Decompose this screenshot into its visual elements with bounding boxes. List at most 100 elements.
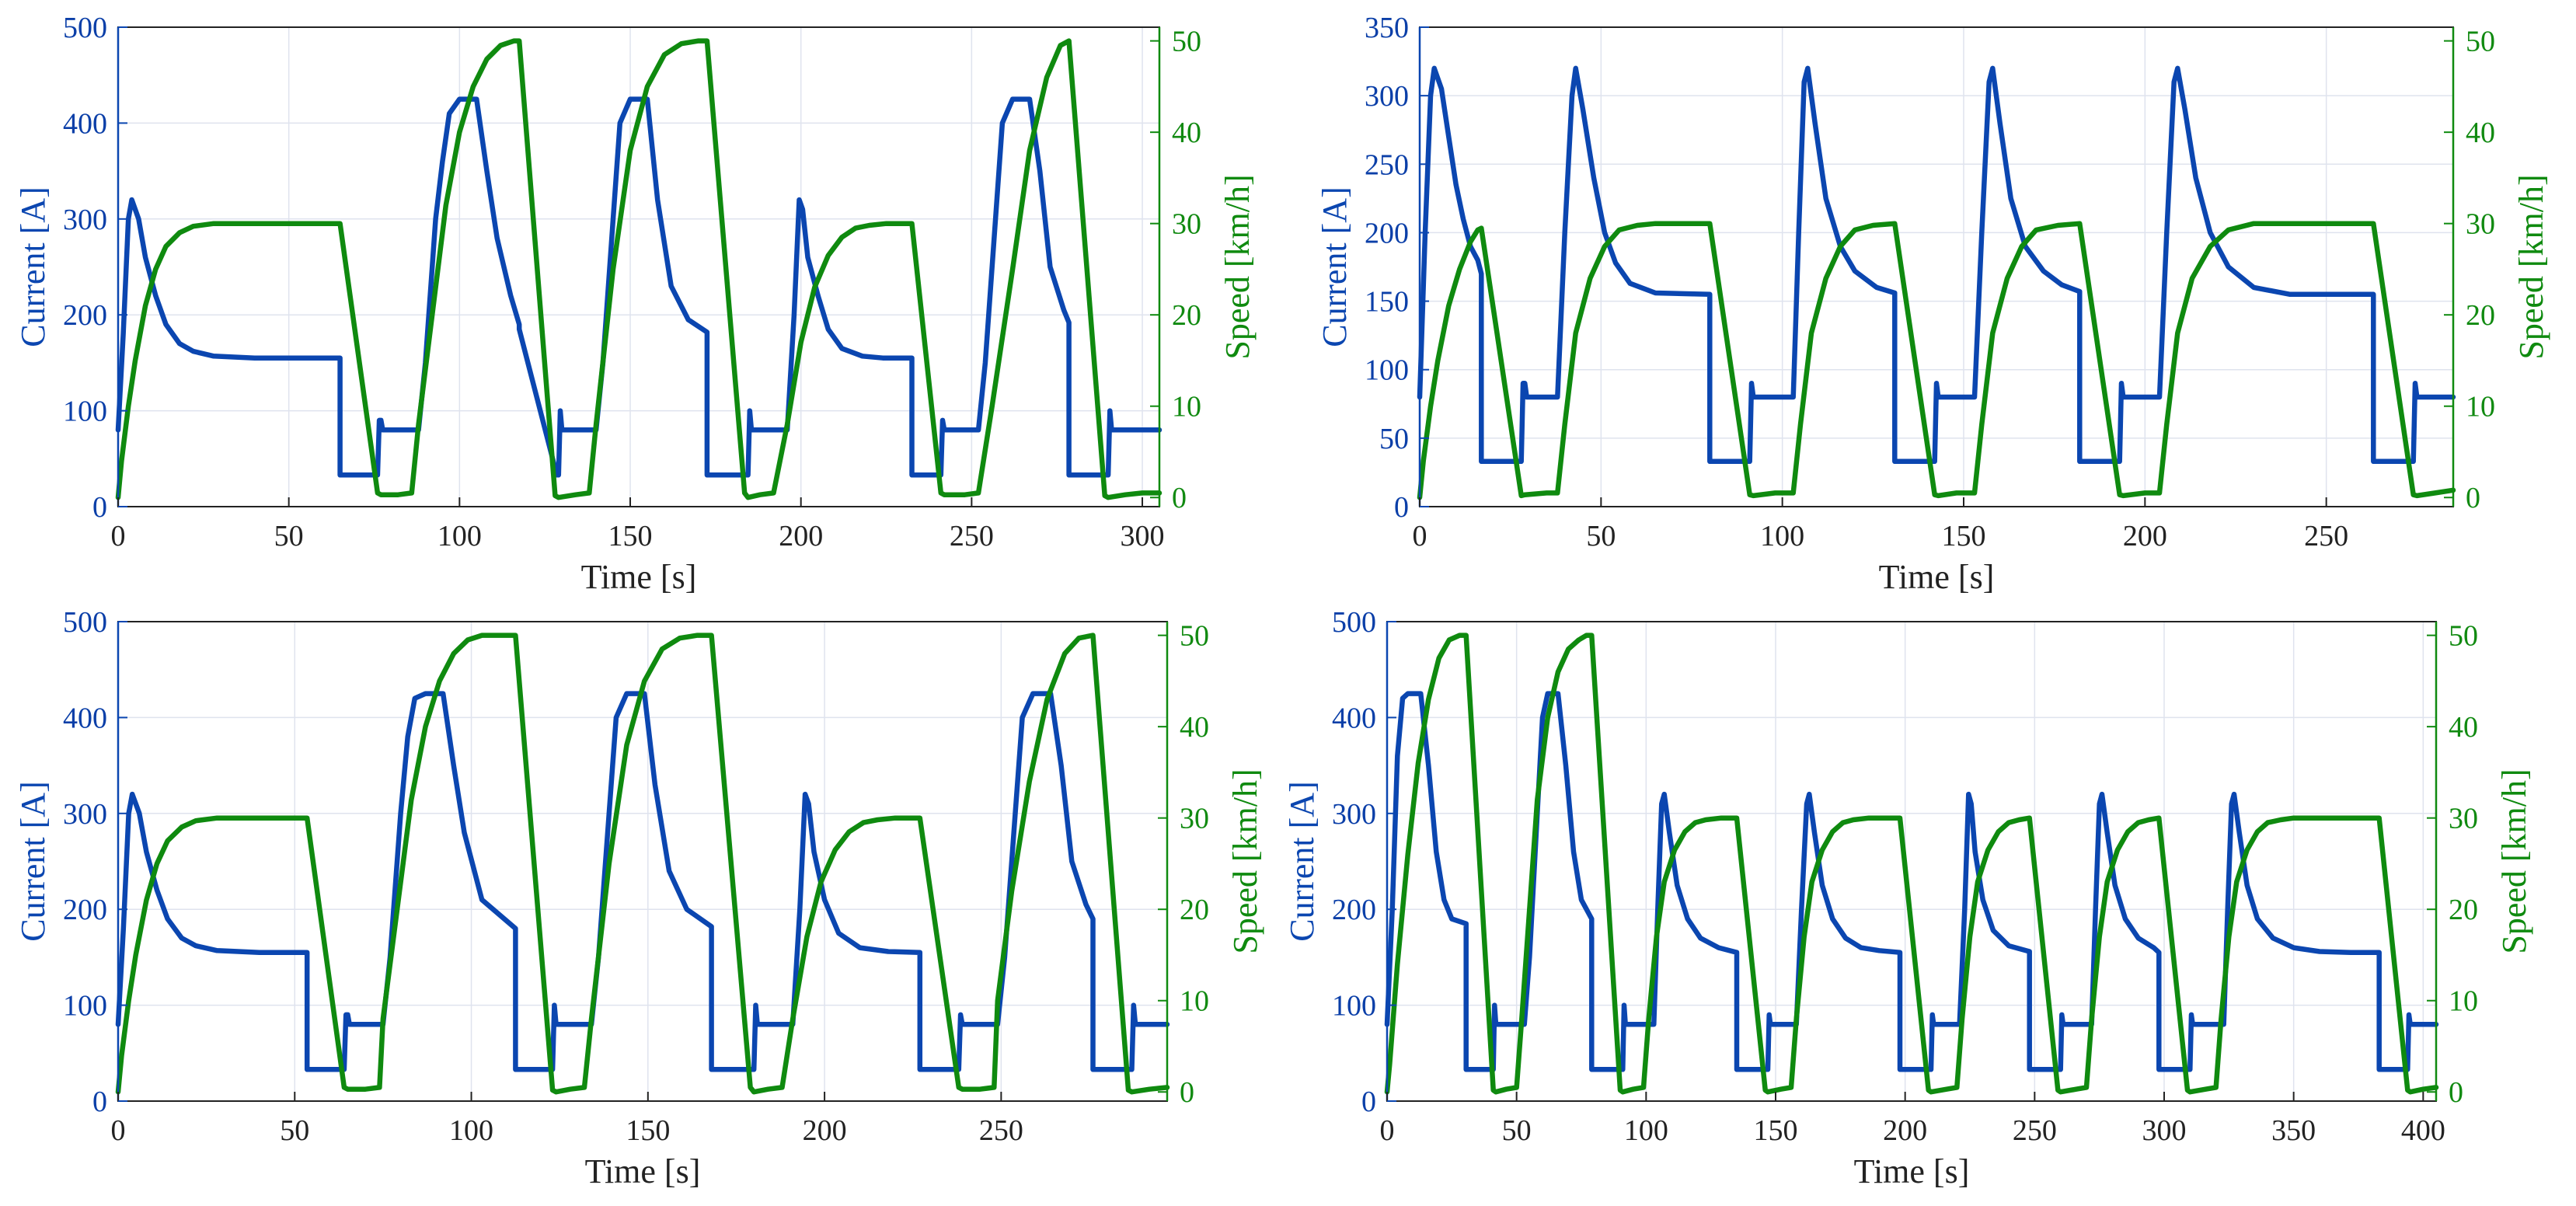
y-left-axis-label: Current [A] xyxy=(1316,186,1354,347)
y-right-axis-label: Speed [km/h] xyxy=(2495,769,2533,953)
series-current xyxy=(1417,65,2456,465)
y-left-tick-label: 100 xyxy=(63,990,107,1023)
y-right-tick-label: 0 xyxy=(1172,482,1187,514)
subplot-4: 0 50 100 150 200 250 300 350 4000100200300400500… xyxy=(1283,606,2533,1190)
y-right-axis-label: Speed [km/h] xyxy=(2512,174,2550,359)
series-current xyxy=(115,691,1170,1072)
y-left-tick-label: 0 xyxy=(1394,491,1409,524)
y-right-tick-label: 40 xyxy=(2466,117,2495,149)
y-right-tick-label: 40 xyxy=(1172,117,1201,149)
y-left-tick-label: 150 xyxy=(1365,286,1409,319)
y-left-tick-label: 400 xyxy=(63,702,107,734)
y-right-tick-label: 50 xyxy=(1180,620,1209,653)
y-right-tick-label: 10 xyxy=(1180,985,1209,1018)
y-left-tick-label: 50 xyxy=(1379,423,1409,455)
y-left-tick-label: 100 xyxy=(63,396,107,428)
y-right-tick-label: 10 xyxy=(1172,391,1201,423)
y-right-tick-label: 20 xyxy=(1180,894,1209,926)
x-tick-label: 100 xyxy=(437,520,482,552)
y-right-tick-label: 0 xyxy=(2449,1076,2463,1109)
x-tick-label: 200 xyxy=(803,1114,847,1147)
series-speed xyxy=(1384,633,2439,1095)
y-right-tick-label: 0 xyxy=(1180,1076,1194,1109)
y-right-tick-label: 40 xyxy=(2449,711,2478,744)
y-left-tick-label: 200 xyxy=(1365,217,1409,249)
y-left-tick-label: 400 xyxy=(63,107,107,140)
y-right-tick-label: 50 xyxy=(2449,620,2478,653)
x-tick-label: 50 xyxy=(1586,520,1616,552)
y-right-tick-label: 30 xyxy=(2449,803,2478,835)
x-tick-label: 100 xyxy=(449,1114,493,1147)
x-axis-label: Time [s] xyxy=(1854,1152,1970,1190)
y-right-tick-label: 30 xyxy=(1172,208,1201,241)
y-right-tick-label: 20 xyxy=(2466,299,2495,332)
y-right-axis-label: Speed [km/h] xyxy=(1218,174,1257,359)
y-left-axis-label: Current [A] xyxy=(14,186,52,347)
y-left-tick-label: 100 xyxy=(1332,990,1376,1023)
x-axis-label: Time [s] xyxy=(1879,558,1995,596)
x-axis-label: Time [s] xyxy=(581,558,697,596)
y-left-tick-label: 300 xyxy=(1332,798,1376,831)
series-speed xyxy=(1417,221,2456,500)
subplot-2: 0 50 100 150 200 250 0 50 100 150 200 250 300 350 0 10 2… xyxy=(1316,12,2550,596)
y-left-axis-label: Current [A] xyxy=(1283,781,1321,942)
x-tick-label: 0 xyxy=(111,1114,126,1147)
y-left-axis-label: Current [A] xyxy=(14,781,52,942)
y-left-tick-label: 100 xyxy=(1365,354,1409,387)
y-left-tick-label: 300 xyxy=(63,204,107,236)
x-tick-label: 300 xyxy=(2142,1114,2187,1147)
x-tick-label: 200 xyxy=(779,520,823,552)
x-tick-label: 0 xyxy=(1380,1114,1395,1147)
x-tick-label: 0 xyxy=(1413,520,1427,552)
plot-area xyxy=(118,27,1159,507)
y-left-tick-label: 200 xyxy=(1332,894,1376,926)
y-left-tick-label: 300 xyxy=(63,798,107,831)
subplot-1: 0 50 100 150 200 250 3000100200300400500010203… xyxy=(14,12,1257,596)
x-tick-label: 250 xyxy=(950,520,994,552)
y-left-tick-label: 350 xyxy=(1365,12,1409,44)
y-left-tick-label: 200 xyxy=(63,894,107,926)
y-left-tick-label: 250 xyxy=(1365,148,1409,181)
x-tick-label: 250 xyxy=(979,1114,1023,1147)
y-left-tick-label: 200 xyxy=(63,299,107,332)
y-right-tick-label: 30 xyxy=(2466,208,2495,241)
y-right-tick-label: 0 xyxy=(2466,482,2480,514)
x-tick-label: 200 xyxy=(1883,1114,1927,1147)
x-tick-label: 100 xyxy=(1624,1114,1668,1147)
x-tick-label: 150 xyxy=(1942,520,1986,552)
y-left-tick-label: 0 xyxy=(92,1086,107,1118)
y-right-axis-label: Speed [km/h] xyxy=(1226,769,1264,953)
x-tick-label: 100 xyxy=(1760,520,1804,552)
plot-area xyxy=(1387,622,2436,1101)
y-left-tick-label: 300 xyxy=(1365,80,1409,113)
y-right-tick-label: 50 xyxy=(2466,26,2495,58)
y-right-tick-label: 30 xyxy=(1180,803,1209,835)
y-right-tick-label: 20 xyxy=(2449,894,2478,926)
x-tick-label: 300 xyxy=(1121,520,1165,552)
x-tick-label: 350 xyxy=(2271,1114,2316,1147)
y-right-tick-label: 20 xyxy=(1172,299,1201,332)
y-right-tick-label: 50 xyxy=(1172,26,1201,58)
y-right-tick-label: 10 xyxy=(2466,391,2495,423)
x-tick-label: 400 xyxy=(2401,1114,2445,1147)
x-tick-label: 50 xyxy=(1502,1114,1532,1147)
y-left-tick-label: 500 xyxy=(1332,606,1376,639)
y-right-tick-label: 40 xyxy=(1180,711,1209,744)
plot-area xyxy=(118,622,1167,1101)
series-speed xyxy=(115,633,1170,1095)
x-tick-label: 0 xyxy=(111,520,126,552)
subplot-3: 0 50 100 150 200 250 0 100 200 300 400 500 0 10 20 30 40… xyxy=(14,606,1264,1190)
x-tick-label: 150 xyxy=(626,1114,670,1147)
y-left-tick-label: 500 xyxy=(63,12,107,44)
y-right-tick-label: 10 xyxy=(2449,985,2478,1018)
x-tick-label: 150 xyxy=(1754,1114,1798,1147)
series-speed xyxy=(115,38,1163,500)
x-tick-label: 150 xyxy=(608,520,653,552)
series-current xyxy=(115,96,1163,478)
x-axis-label: Time [s] xyxy=(585,1152,701,1190)
y-left-tick-label: 500 xyxy=(63,606,107,639)
y-left-tick-label: 0 xyxy=(1361,1086,1376,1118)
x-tick-label: 250 xyxy=(2304,520,2348,552)
x-tick-label: 50 xyxy=(274,520,304,552)
